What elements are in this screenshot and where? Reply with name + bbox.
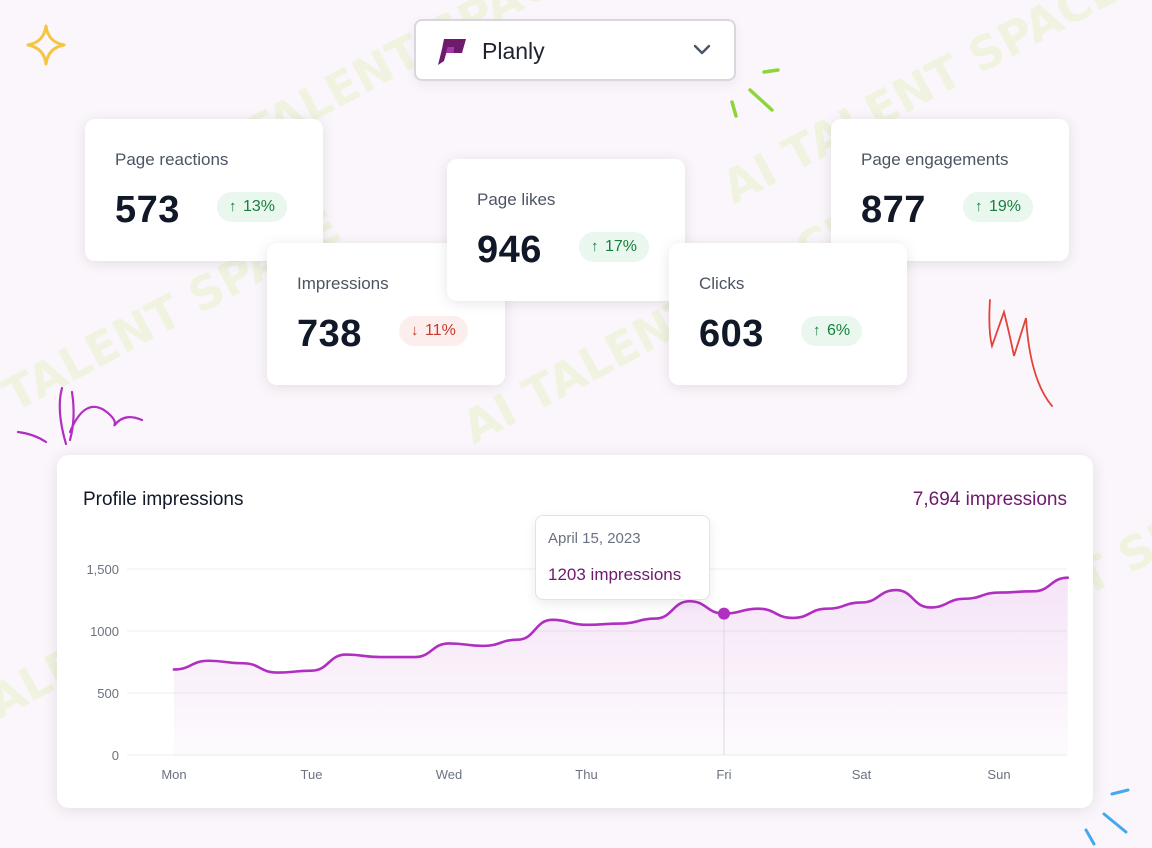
x-tick-label: Tue (301, 767, 323, 782)
impressions-line-chart[interactable]: 0 500 1000 1,500 Mon Tue Wed Thu Fri Sat Sun (57, 455, 1093, 808)
chevron-down-icon (693, 44, 711, 55)
planly-logo-icon (438, 39, 466, 65)
x-tick-label: Sat (852, 767, 872, 782)
metric-card-page-likes: Page likes 946 ↑ 17% (447, 159, 685, 301)
change-value: 13% (242, 198, 275, 215)
x-tick-label: Fri (716, 767, 731, 782)
metric-value: 573 (115, 189, 180, 231)
change-badge: ↑ 13% (217, 192, 287, 222)
tooltip-value: 1203 impressions (548, 565, 682, 584)
chart-total-impressions: 7,694 impressions (912, 489, 1067, 510)
change-value: 11% (424, 322, 456, 339)
metric-label: Clicks (699, 274, 745, 293)
change-badge: ↓ 11% (399, 316, 468, 346)
arrow-down-icon: ↓ (411, 322, 419, 339)
change-value: 17% (604, 238, 637, 255)
doodle-line (16, 430, 48, 444)
metric-card-page-engagements: Page engagements 877 ↑ 19% (831, 119, 1069, 261)
doodle-line (58, 386, 68, 446)
metric-value: 877 (861, 189, 926, 231)
metric-label: Page likes (477, 190, 556, 209)
chart-title: Profile impressions (83, 489, 244, 510)
change-value: 19% (988, 198, 1021, 215)
chart-tooltip: April 15, 2023 1203 impressions (535, 515, 710, 600)
x-tick-label: Sun (987, 767, 1010, 782)
metric-label: Page engagements (861, 150, 1009, 169)
metric-card-impressions: Impressions 738 ↓ 11% (267, 243, 505, 385)
chart-area-fill (174, 577, 1068, 755)
change-value: 6% (826, 322, 851, 339)
doodle-line (1102, 812, 1128, 834)
doodle-scribble (988, 299, 1053, 407)
tooltip-date: April 15, 2023 (548, 530, 641, 547)
doodle-line (1084, 828, 1096, 846)
doodle-line (730, 100, 738, 118)
arrow-up-icon: ↑ (813, 322, 821, 339)
arrow-up-icon: ↑ (229, 198, 237, 215)
y-tick-label: 500 (97, 686, 119, 701)
doodle-line (748, 88, 774, 112)
doodle-line (1110, 788, 1130, 796)
x-tick-label: Mon (161, 767, 186, 782)
sparkle-icon (26, 24, 66, 66)
arrow-up-icon: ↑ (975, 198, 983, 215)
workspace-selector[interactable]: Planly (414, 19, 736, 81)
y-tick-label: 1000 (90, 624, 119, 639)
metric-card-clicks: Clicks 603 ↑ 6% (669, 243, 907, 385)
metric-card-page-reactions: Page reactions 573 ↑ 13% (85, 119, 323, 261)
x-tick-label: Wed (436, 767, 463, 782)
change-badge: ↑ 6% (801, 316, 863, 346)
x-tick-label: Thu (575, 767, 597, 782)
change-badge: ↑ 19% (963, 192, 1033, 222)
metric-label: Impressions (297, 274, 389, 293)
metric-value: 738 (297, 313, 362, 355)
profile-impressions-chart-card: Profile impressions 7,694 impressions 0 5… (57, 455, 1093, 808)
doodle-line (68, 390, 75, 442)
doodle-line (68, 405, 144, 434)
arrow-up-icon: ↑ (591, 238, 599, 255)
hover-point (718, 607, 730, 620)
metric-value: 946 (477, 229, 542, 271)
y-tick-label: 1,500 (86, 562, 119, 577)
chart-series-line (172, 576, 1070, 674)
metric-value: 603 (699, 313, 764, 355)
change-badge: ↑ 17% (579, 232, 649, 262)
y-tick-label: 0 (112, 748, 119, 763)
metric-label: Page reactions (115, 150, 229, 169)
doodle-line (762, 68, 780, 74)
workspace-name: Planly (482, 38, 545, 64)
